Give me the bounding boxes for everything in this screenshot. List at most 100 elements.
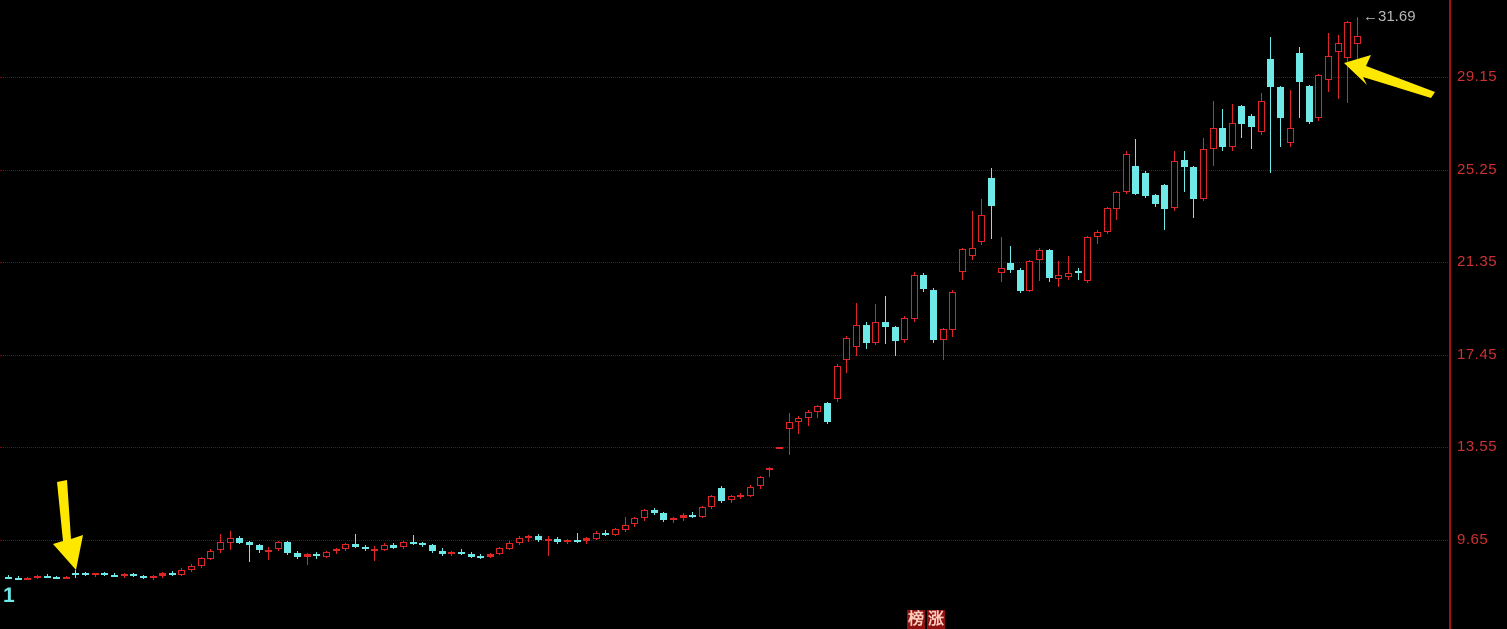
- candle-up: [1026, 261, 1033, 291]
- candle-down: [1190, 167, 1197, 199]
- candle-down: [362, 547, 369, 549]
- candle-up: [1229, 123, 1236, 147]
- candle-up: [1344, 22, 1351, 58]
- highlight-arrow-down-icon: [53, 480, 83, 570]
- candle-down: [284, 542, 291, 553]
- candle-down: [1306, 86, 1313, 122]
- candle-wick: [307, 553, 308, 565]
- candle-down: [390, 545, 397, 548]
- candle-down: [689, 515, 696, 517]
- candle-up: [949, 292, 956, 330]
- candle-down: [72, 573, 79, 575]
- candle-up: [1094, 232, 1101, 237]
- candle-up: [940, 329, 947, 340]
- corner-marker: 1: [3, 584, 15, 607]
- candle-up: [1210, 128, 1217, 149]
- candle-up: [911, 275, 918, 319]
- candle-up: [1084, 237, 1091, 281]
- candle-up: [1104, 208, 1111, 232]
- gridline: [0, 170, 1450, 171]
- candle-down: [256, 545, 263, 550]
- candle-down: [988, 178, 995, 206]
- candle-up: [612, 529, 619, 535]
- candle-wick: [1251, 114, 1252, 149]
- price-axis-label: 17.45: [1457, 346, 1498, 363]
- candle-up: [1287, 128, 1294, 143]
- candle-up: [814, 406, 821, 412]
- candle-down: [535, 536, 542, 540]
- candle-up: [737, 495, 744, 497]
- candle-up: [1055, 275, 1062, 279]
- candle-up: [728, 496, 735, 500]
- price-axis-label: 21.35: [1457, 253, 1498, 270]
- price-axis-label: 25.25: [1457, 161, 1498, 178]
- candle-up: [516, 538, 523, 543]
- candle-down: [1267, 59, 1274, 87]
- gridline: [0, 447, 1450, 448]
- candle-wick: [1338, 35, 1339, 99]
- candle-up: [487, 554, 494, 557]
- candle-up: [448, 552, 455, 554]
- candle-wick: [798, 416, 799, 434]
- candle-up: [564, 540, 571, 542]
- candle-down: [1132, 166, 1139, 194]
- candle-down: [468, 554, 475, 557]
- candle-wick: [1010, 246, 1011, 273]
- candle-wick: [789, 413, 790, 455]
- candle-wick: [249, 541, 250, 562]
- gridline: [0, 540, 1450, 541]
- candle-up: [1258, 101, 1265, 132]
- candle-down: [111, 575, 118, 577]
- candle-up: [1123, 154, 1130, 192]
- candle-up: [1315, 75, 1322, 118]
- candle-down: [313, 554, 320, 556]
- candle-up: [545, 539, 552, 541]
- candle-down: [824, 403, 831, 422]
- candle-wick: [1097, 230, 1098, 244]
- left-arrow-glyph: ←: [1363, 8, 1378, 25]
- candle-up: [747, 487, 754, 496]
- gridline: [0, 77, 1450, 78]
- candle-up: [776, 447, 783, 449]
- candle-down: [439, 551, 446, 554]
- candle-down: [44, 576, 51, 578]
- candle-up: [63, 577, 70, 579]
- candle-wick: [1270, 37, 1271, 173]
- candle-up: [525, 536, 532, 538]
- price-axis-line: [1449, 0, 1451, 629]
- candle-down: [863, 325, 870, 343]
- candle-up: [680, 515, 687, 518]
- candle-up: [583, 538, 590, 541]
- candle-up: [593, 533, 600, 539]
- candle-wick: [413, 535, 414, 545]
- candle-up: [506, 543, 513, 549]
- candle-down: [1161, 185, 1168, 209]
- candle-up: [708, 496, 715, 507]
- candle-up: [1325, 56, 1332, 80]
- candle-up: [198, 558, 205, 566]
- candle-down: [660, 513, 667, 520]
- candle-down: [429, 545, 436, 551]
- candle-down: [1219, 128, 1226, 147]
- candle-wick: [808, 410, 809, 426]
- candle-up: [834, 366, 841, 399]
- gridline: [0, 355, 1450, 356]
- candle-up: [265, 550, 272, 552]
- candle-down: [477, 556, 484, 558]
- candle-wick: [548, 536, 549, 556]
- price-axis-label: 13.55: [1457, 438, 1498, 455]
- candle-up: [496, 548, 503, 554]
- candle-up: [641, 510, 648, 518]
- candle-down: [1277, 87, 1284, 118]
- candle-down: [892, 327, 899, 341]
- candle-wick: [1078, 268, 1079, 280]
- candle-up: [757, 477, 764, 486]
- candle-up: [188, 566, 195, 570]
- candle-up: [795, 418, 802, 422]
- candle-down: [419, 543, 426, 545]
- highlight-arrow-upleft-icon: [1344, 55, 1435, 98]
- candle-down: [651, 510, 658, 513]
- candle-up: [872, 322, 879, 343]
